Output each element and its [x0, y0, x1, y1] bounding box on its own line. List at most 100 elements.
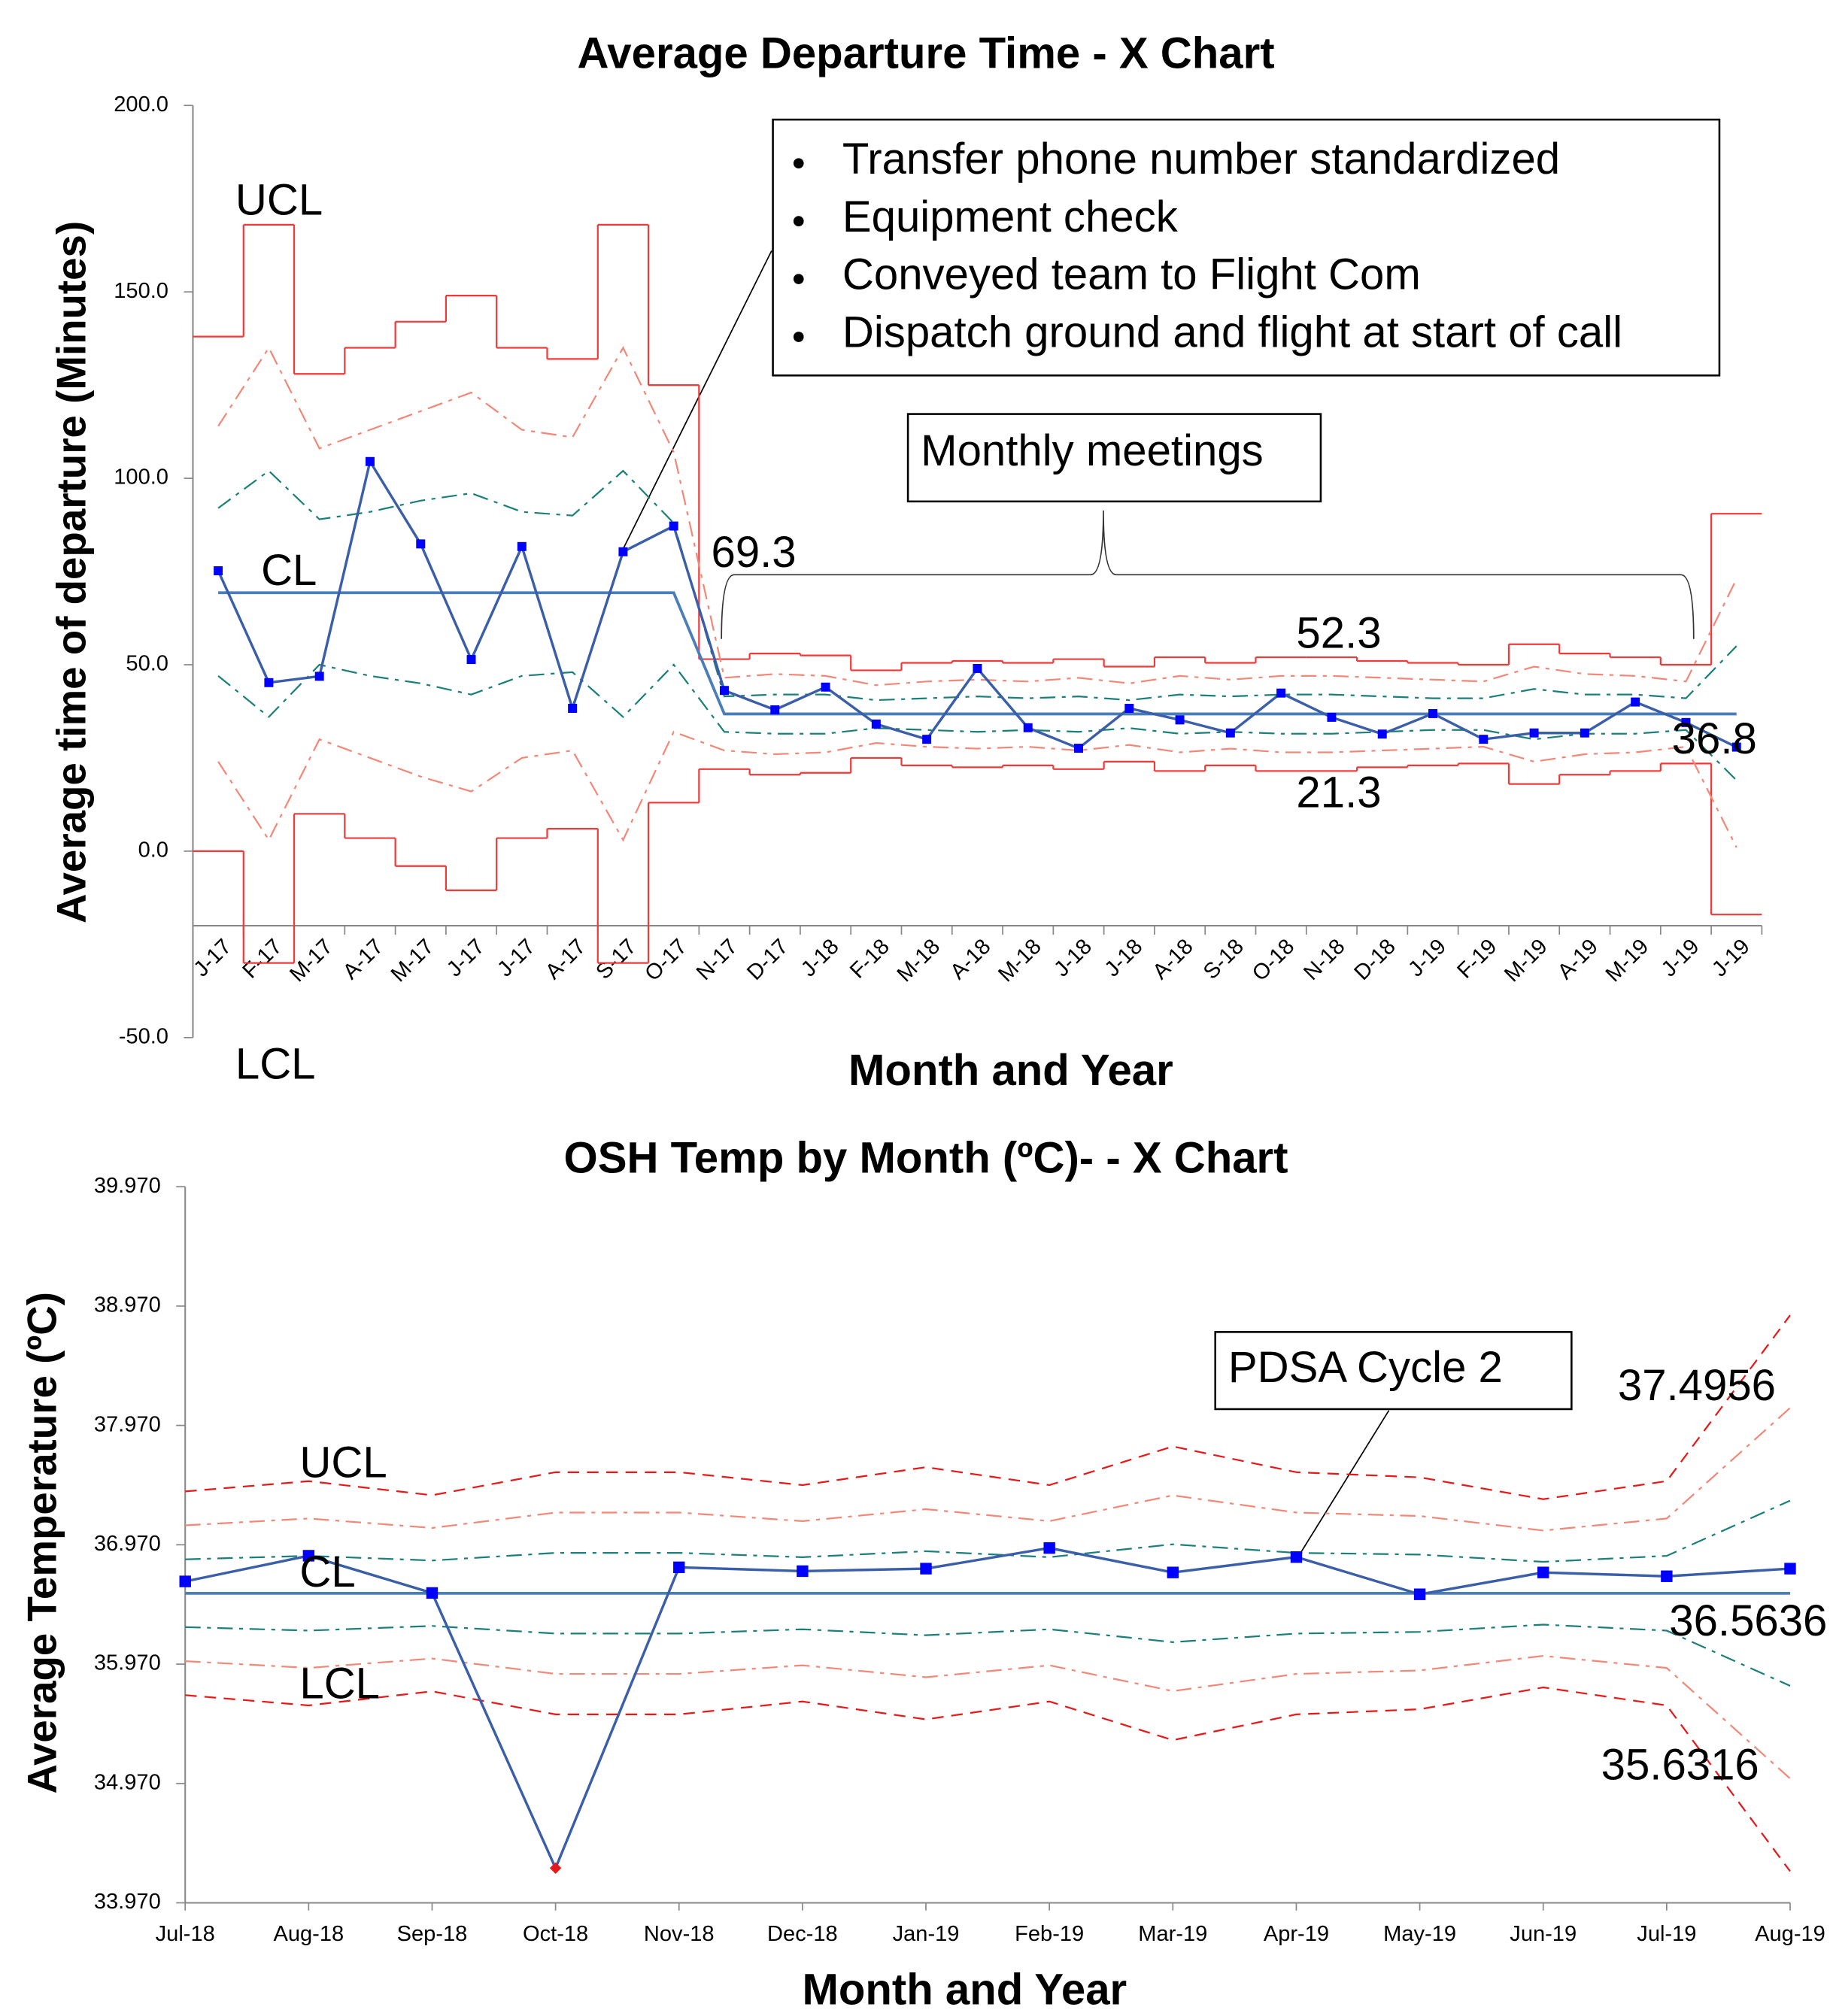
data-point [1327, 712, 1337, 722]
y-tick-label: 0.0 [138, 838, 168, 862]
x-tick-label: Oct-18 [523, 1922, 588, 1946]
limit-line [218, 591, 1737, 716]
x-tick-label: Sep-18 [397, 1922, 468, 1946]
y-tick-label: 38.970 [94, 1293, 161, 1317]
y-tick-label: 34.970 [94, 1770, 161, 1794]
annotation: LCL [299, 1660, 380, 1708]
annotation: 37.4956 [1618, 1361, 1776, 1410]
y-tick-label: 100.0 [114, 465, 168, 490]
annotation: 69.3 [712, 528, 797, 577]
note: Conveyed team to Flight Com [842, 250, 1421, 299]
annotation: 36.5636 [1669, 1596, 1827, 1645]
y-tick-label: 35.970 [94, 1651, 161, 1675]
data-point [1043, 1542, 1055, 1554]
x-tick-label: Mar-19 [1138, 1922, 1207, 1946]
data-point [669, 521, 678, 531]
annotation: 36.8 [1672, 714, 1757, 763]
chart-title: OSH Temp by Month (ºC)- - X Chart [564, 1133, 1288, 1182]
notes-box [772, 118, 1721, 377]
data-point [302, 1550, 315, 1562]
data-point [770, 705, 780, 714]
x-tick-label: Aug-18 [274, 1922, 344, 1946]
data-point [1124, 704, 1134, 713]
y-tick-label: 50.0 [126, 652, 168, 676]
limit-line [217, 346, 1737, 687]
data-point [920, 1563, 932, 1575]
bullet [793, 216, 804, 226]
data-point [1377, 729, 1387, 739]
data-point [1580, 728, 1589, 738]
x-tick-label: Aug-19 [1755, 1922, 1825, 1946]
data-point [618, 547, 628, 556]
data-point [1167, 1566, 1179, 1578]
callout: PDSA Cycle 2 [1228, 1343, 1503, 1392]
y-tick-label: 33.970 [94, 1890, 161, 1914]
x-tick-label: Nov-18 [644, 1922, 715, 1946]
limit-line [185, 1654, 1791, 1780]
data-point [264, 678, 274, 687]
data-point [365, 456, 375, 466]
data-point [922, 735, 932, 744]
data-point [1479, 735, 1489, 744]
data-point [1428, 708, 1437, 718]
data-point [1023, 723, 1033, 732]
limit-line [185, 1686, 1791, 1872]
annotation: 21.3 [1296, 769, 1381, 817]
y-tick-label: 37.970 [94, 1412, 161, 1436]
annotation: UCL [299, 1438, 387, 1487]
x-tick-label: May-19 [1383, 1922, 1456, 1946]
x-tick-label: Dec-18 [767, 1922, 838, 1946]
annotation: 52.3 [1296, 609, 1381, 658]
data-point [797, 1565, 809, 1578]
data-point [1225, 728, 1235, 738]
annotation: CL [261, 546, 317, 595]
x-tick-label: Jul-18 [156, 1922, 215, 1946]
brace [721, 510, 1695, 639]
data-point [1074, 744, 1083, 753]
x-tick-label: Feb-19 [1015, 1922, 1084, 1946]
callout: Monthly meetings [921, 426, 1264, 475]
data-point [1631, 697, 1640, 707]
chart-title: Average Departure Time - X Chart [577, 29, 1274, 78]
bullet [793, 332, 804, 342]
data-point [466, 655, 476, 665]
x-tick-label: Jan-19 [893, 1922, 960, 1946]
data-point [1784, 1563, 1796, 1575]
x-tick-label: Apr-19 [1264, 1922, 1329, 1946]
note: Equipment check [842, 193, 1179, 241]
limit-line [217, 663, 1737, 781]
bullet [793, 158, 804, 169]
y-axis-title: Average Temperature (ºC) [18, 1292, 65, 1793]
callout-box [906, 413, 1322, 503]
data-point [1661, 1570, 1673, 1582]
data-point [416, 539, 426, 549]
callout-pointer [621, 250, 772, 551]
y-tick-label: 36.970 [94, 1532, 161, 1556]
data-point [1413, 1588, 1426, 1600]
y-tick-label: 150.0 [114, 279, 168, 303]
data-point [821, 682, 830, 692]
note: Transfer phone number standardized [842, 135, 1560, 183]
data-point [720, 686, 729, 696]
annotation: CL [299, 1548, 355, 1596]
y-tick-label: -50.0 [119, 1024, 168, 1048]
data-point [1175, 715, 1185, 725]
y-axis-title: Average time of departure (Minutes) [48, 221, 95, 923]
y-tick-label: 39.970 [94, 1174, 161, 1198]
data-point [426, 1587, 439, 1599]
annotation: 35.6316 [1601, 1740, 1759, 1789]
x-axis-title: Month and Year [802, 1966, 1127, 2014]
limit-line [185, 1623, 1791, 1687]
data-point [673, 1561, 685, 1574]
data-point [871, 719, 881, 729]
limit-line [217, 730, 1737, 848]
data-point [214, 566, 223, 576]
callout-pointer [1298, 1410, 1390, 1557]
data-point [568, 704, 578, 713]
data-point [1731, 742, 1741, 752]
data-line [184, 1546, 1791, 1872]
data-point [973, 663, 982, 673]
data-point [1537, 1566, 1549, 1578]
